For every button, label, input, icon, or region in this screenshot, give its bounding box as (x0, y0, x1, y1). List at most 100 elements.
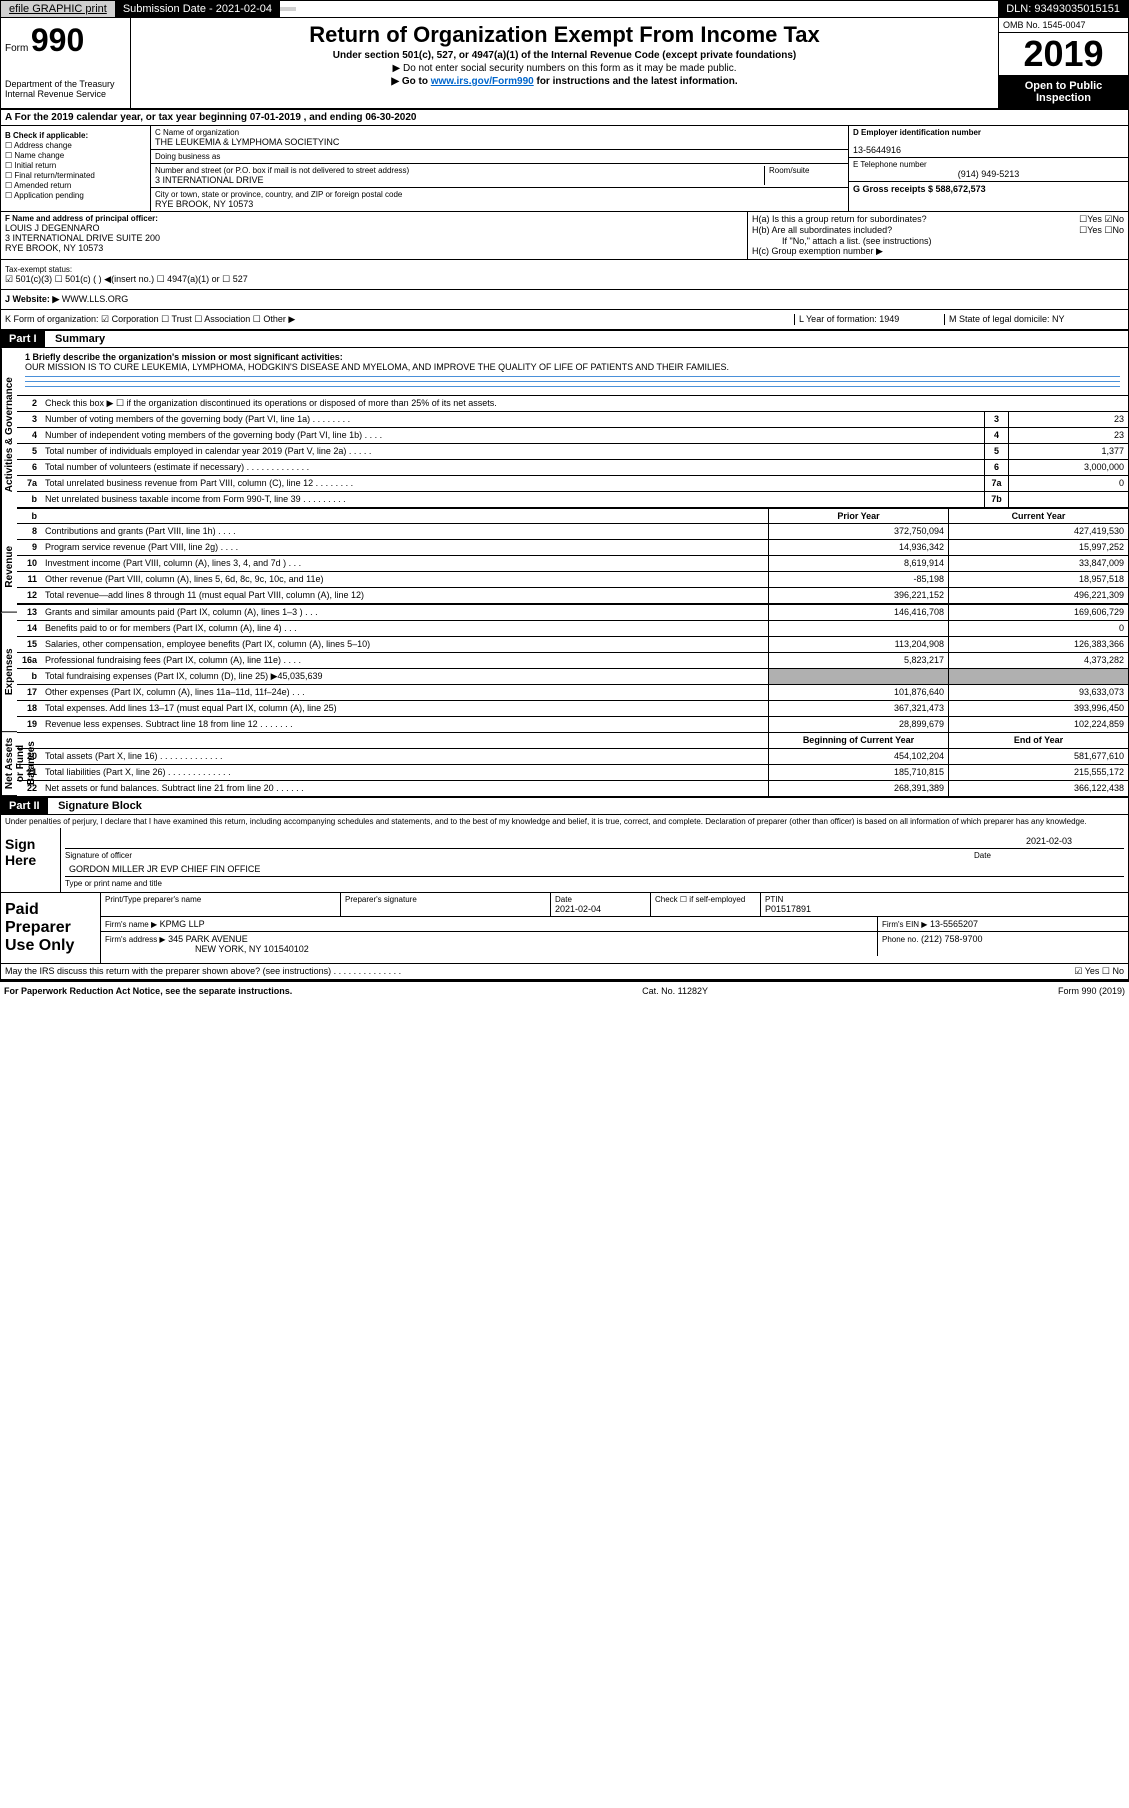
form-header: Form 990 Department of the Treasury Inte… (1, 18, 1128, 110)
line-row: 16aProfessional fundraising fees (Part I… (17, 652, 1128, 668)
checkbox-name[interactable]: ☐ Name change (5, 151, 146, 160)
submission-date: Submission Date - 2021-02-04 (115, 1, 280, 17)
website-label: J Website: ▶ (5, 294, 59, 304)
vert-expenses: Expenses (1, 613, 17, 732)
checkbox-pending[interactable]: ☐ Application pending (5, 191, 146, 200)
ein: 13-5644916 (853, 145, 1124, 155)
tax-year: 2019 (999, 33, 1128, 76)
officer-name: LOUIS J DEGENNARO (5, 223, 743, 233)
prep-name-label: Print/Type preparer's name (105, 895, 336, 904)
irs-discuss-yesno[interactable]: ☑ Yes ☐ No (1074, 966, 1124, 977)
state-domicile: M State of legal domicile: NY (944, 314, 1124, 325)
firm-phone-label: Phone no. (882, 935, 918, 944)
catalog-number: Cat. No. 11282Y (642, 986, 708, 996)
line-row: 17Other expenses (Part IX, column (A), l… (17, 684, 1128, 700)
goto-note: ▶ Go to www.irs.gov/Form990 for instruct… (135, 76, 994, 87)
submission-date-spacer (280, 7, 296, 11)
part1-title: Summary (47, 333, 105, 345)
line-row: 3Number of voting members of the governi… (17, 411, 1128, 427)
ha-yesno[interactable]: ☐Yes ☑No (1079, 214, 1124, 225)
sign-here-label: Sign Here (1, 828, 61, 892)
checkbox-amended[interactable]: ☐ Amended return (5, 181, 146, 190)
line-row: 14Benefits paid to or for members (Part … (17, 620, 1128, 636)
line-row: bTotal fundraising expenses (Part IX, co… (17, 668, 1128, 684)
department: Department of the Treasury Internal Reve… (5, 79, 126, 99)
sig-officer-label: Signature of officer (65, 851, 974, 860)
line-row: 8Contributions and grants (Part VIII, li… (17, 523, 1128, 539)
prep-date: 2021-02-04 (555, 904, 646, 914)
section-b: B Check if applicable: ☐ Address change … (1, 126, 151, 211)
prep-sig-label: Preparer's signature (345, 895, 546, 904)
phone: (914) 949-5213 (853, 169, 1124, 179)
ptin-label: PTIN (765, 895, 1124, 904)
line-row: 22Net assets or fund balances. Subtract … (17, 780, 1128, 796)
officer-name-title: GORDON MILLER JR EVP CHIEF FIN OFFICE (65, 862, 1124, 877)
end-year-header: End of Year (948, 733, 1128, 748)
inspection-notice: Open to Public Inspection (999, 76, 1128, 108)
section-k-l-m: K Form of organization: ☑ Corporation ☐ … (1, 310, 1128, 331)
irs-link[interactable]: www.irs.gov/Form990 (431, 76, 534, 87)
checkbox-final[interactable]: ☐ Final return/terminated (5, 171, 146, 180)
org-name: THE LEUKEMIA & LYMPHOMA SOCIETYINC (155, 137, 844, 147)
part1-header-row: Part I Summary (1, 331, 1128, 348)
checkbox-address[interactable]: ☐ Address change (5, 141, 146, 150)
room-label: Room/suite (769, 166, 844, 175)
ha-label: H(a) Is this a group return for subordin… (752, 214, 927, 225)
section-d: D Employer identification number 13-5644… (848, 126, 1128, 211)
city-label: City or town, state or province, country… (155, 190, 844, 199)
form-title: Return of Organization Exempt From Incom… (135, 22, 994, 48)
paperwork-notice: For Paperwork Reduction Act Notice, see … (4, 986, 292, 996)
firm-name: KPMG LLP (160, 919, 205, 929)
officer-label: F Name and address of principal officer: (5, 214, 743, 223)
line-row: 7aTotal unrelated business revenue from … (17, 475, 1128, 491)
mission-text: OUR MISSION IS TO CURE LEUKEMIA, LYMPHOM… (25, 362, 1120, 372)
section-i: Tax-exempt status: ☑ 501(c)(3) ☐ 501(c) … (1, 260, 1128, 290)
line2-desc: Check this box ▶ ☐ if the organization d… (41, 396, 1128, 411)
line-row: 5Total number of individuals employed in… (17, 443, 1128, 459)
ein-label: D Employer identification number (853, 128, 1124, 137)
line-row: 18Total expenses. Add lines 13–17 (must … (17, 700, 1128, 716)
form-number: 990 (31, 22, 84, 58)
mission-block: 1 Briefly describe the organization's mi… (17, 348, 1128, 395)
form-label: Form (5, 43, 28, 54)
addr-label: Number and street (or P.O. box if mail i… (155, 166, 764, 175)
checkbox-initial[interactable]: ☐ Initial return (5, 161, 146, 170)
firm-name-label: Firm's name ▶ (105, 920, 157, 929)
street-address: 3 INTERNATIONAL DRIVE (155, 175, 764, 185)
website-url[interactable]: WWW.LLS.ORG (62, 294, 129, 304)
vert-netassets: Net Assets or Fund Balances (1, 732, 17, 796)
section-h: H(a) Is this a group return for subordin… (748, 212, 1128, 259)
tax-exempt-options[interactable]: ☑ 501(c)(3) ☐ 501(c) ( ) ◀(insert no.) ☐… (5, 274, 248, 284)
hb-yesno[interactable]: ☐Yes ☐No (1079, 225, 1124, 236)
hb-note: If "No," attach a list. (see instruction… (752, 236, 1124, 246)
form-org-type[interactable]: K Form of organization: ☑ Corporation ☐ … (5, 314, 794, 325)
efile-link[interactable]: efile GRAPHIC print (1, 1, 115, 17)
signature-block: Under penalties of perjury, I declare th… (1, 815, 1128, 981)
prep-date-label: Date (555, 895, 646, 904)
line-row: 12Total revenue—add lines 8 through 11 (… (17, 587, 1128, 603)
org-name-label: C Name of organization (155, 128, 844, 137)
year-formation: L Year of formation: 1949 (794, 314, 944, 325)
header-right: OMB No. 1545-0047 2019 Open to Public In… (998, 18, 1128, 108)
officer-name-label: Type or print name and title (65, 879, 1124, 888)
begin-year-header: Beginning of Current Year (768, 733, 948, 748)
vert-revenue: Revenue (1, 521, 17, 613)
line-row: 10Investment income (Part VIII, column (… (17, 555, 1128, 571)
period-row: A For the 2019 calendar year, or tax yea… (1, 110, 1128, 126)
prep-check[interactable]: Check ☐ if self-employed (655, 895, 756, 904)
hc-label: H(c) Group exemption number ▶ (752, 246, 1124, 257)
form-note: ▶ Do not enter social security numbers o… (135, 63, 994, 74)
paid-preparer-label: Paid Preparer Use Only (1, 893, 101, 963)
firm-ein: 13-5565207 (930, 919, 978, 929)
phone-label: E Telephone number (853, 160, 1124, 169)
sig-date: 2021-02-03 (974, 834, 1124, 849)
form-version: Form 990 (2019) (1058, 986, 1125, 996)
part2-title: Signature Block (50, 800, 142, 812)
line-row: 11Other revenue (Part VIII, column (A), … (17, 571, 1128, 587)
officer-address: 3 INTERNATIONAL DRIVE SUITE 200 RYE BROO… (5, 233, 743, 253)
section-b-c-d: B Check if applicable: ☐ Address change … (1, 126, 1128, 212)
header-center: Return of Organization Exempt From Incom… (131, 18, 998, 108)
line-row: 15Salaries, other compensation, employee… (17, 636, 1128, 652)
line-row: bNet unrelated business taxable income f… (17, 491, 1128, 507)
sig-date-label: Date (974, 851, 1124, 860)
